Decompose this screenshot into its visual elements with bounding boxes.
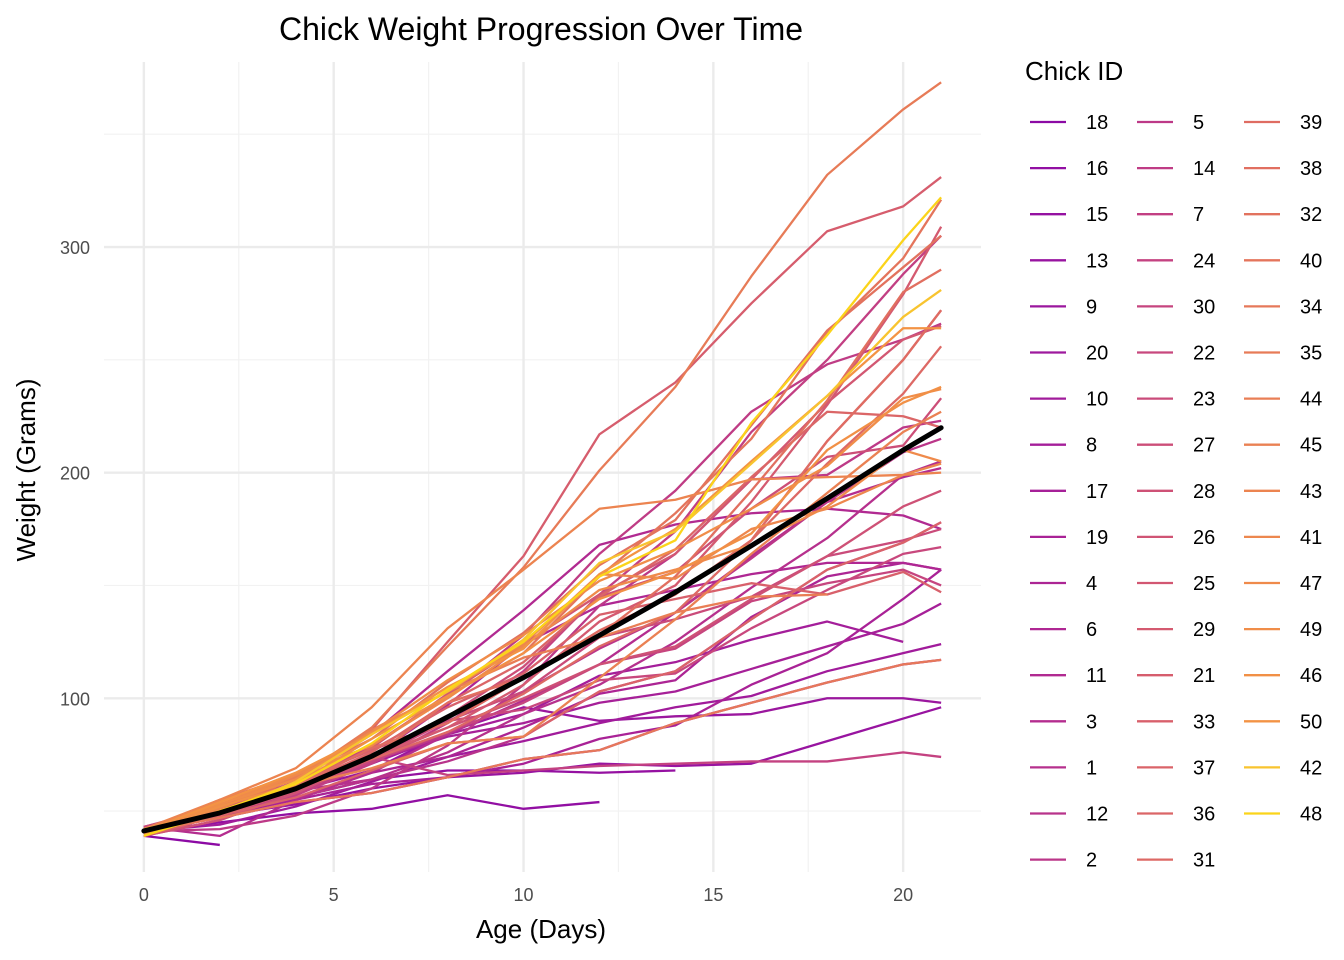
series-line-42 bbox=[143, 288, 942, 831]
legend-label-36: 36 bbox=[1193, 804, 1215, 826]
legend-label-37: 37 bbox=[1193, 757, 1215, 779]
legend-label-18: 18 bbox=[1086, 112, 1108, 134]
legend-label-32: 32 bbox=[1300, 204, 1322, 226]
legend-label-6: 6 bbox=[1086, 619, 1097, 641]
legend-label-26: 26 bbox=[1193, 527, 1215, 549]
legend-label-45: 45 bbox=[1300, 435, 1322, 457]
legend-label-24: 24 bbox=[1193, 250, 1215, 272]
legend-label-50: 50 bbox=[1300, 711, 1322, 733]
legend-label-10: 10 bbox=[1086, 389, 1108, 411]
series-line-16 bbox=[143, 794, 600, 833]
series-line-39 bbox=[143, 309, 943, 831]
legend-title: Chick ID bbox=[1025, 56, 1123, 86]
series-line-43 bbox=[143, 471, 942, 831]
legend-label-5: 5 bbox=[1193, 112, 1204, 134]
legend-label-43: 43 bbox=[1300, 481, 1322, 503]
legend-label-31: 31 bbox=[1193, 850, 1215, 872]
legend-label-46: 46 bbox=[1300, 665, 1322, 687]
legend-label-19: 19 bbox=[1086, 527, 1108, 549]
y-tick-label: 200 bbox=[60, 464, 90, 484]
x-tick-label: 20 bbox=[893, 885, 913, 905]
series-line-34 bbox=[143, 658, 942, 833]
series-line-38 bbox=[143, 268, 942, 833]
legend-label-23: 23 bbox=[1193, 389, 1215, 411]
legend-label-27: 27 bbox=[1193, 435, 1215, 457]
series-line-48 bbox=[143, 196, 942, 837]
x-axis-title: Age (Days) bbox=[476, 914, 606, 944]
mean-trend-line bbox=[141, 425, 944, 834]
series-line-50 bbox=[143, 327, 942, 833]
series-line-18 bbox=[143, 834, 220, 847]
legend-label-33: 33 bbox=[1193, 711, 1215, 733]
legend-label-44: 44 bbox=[1300, 389, 1322, 411]
legend-label-7: 7 bbox=[1193, 204, 1204, 226]
x-tick-label: 15 bbox=[703, 885, 723, 905]
mean-line-group bbox=[141, 425, 944, 834]
legend-label-42: 42 bbox=[1300, 757, 1322, 779]
legend-label-8: 8 bbox=[1086, 435, 1097, 457]
y-tick-label: 100 bbox=[60, 689, 90, 709]
legend-label-48: 48 bbox=[1300, 804, 1322, 826]
legend-label-15: 15 bbox=[1086, 204, 1108, 226]
legend-label-28: 28 bbox=[1193, 481, 1215, 503]
axis-ticks: 0 5 10 15 20 100 200 300 bbox=[60, 238, 913, 905]
chart-title: Chick Weight Progression Over Time bbox=[279, 11, 803, 47]
legend-label-47: 47 bbox=[1300, 573, 1322, 595]
y-axis-title: Weight (Grams) bbox=[11, 379, 41, 562]
legend-label-34: 34 bbox=[1300, 296, 1322, 318]
legend-label-16: 16 bbox=[1086, 158, 1108, 180]
legend-label-22: 22 bbox=[1193, 343, 1215, 365]
legend-label-1: 1 bbox=[1086, 757, 1097, 779]
series-line-26 bbox=[143, 309, 943, 831]
x-tick-label: 10 bbox=[514, 885, 534, 905]
legend-label-39: 39 bbox=[1300, 112, 1322, 134]
legend-label-25: 25 bbox=[1193, 573, 1215, 595]
legend-label-9: 9 bbox=[1086, 296, 1097, 318]
series-line-29 bbox=[143, 226, 943, 838]
legend-label-49: 49 bbox=[1300, 619, 1322, 641]
legend-label-4: 4 bbox=[1086, 573, 1097, 595]
series-line-19 bbox=[143, 568, 942, 829]
legend-label-41: 41 bbox=[1300, 527, 1322, 549]
legend-label-3: 3 bbox=[1086, 711, 1097, 733]
legend-label-29: 29 bbox=[1193, 619, 1215, 641]
legend-label-30: 30 bbox=[1193, 296, 1215, 318]
legend-label-38: 38 bbox=[1300, 158, 1322, 180]
legend-label-14: 14 bbox=[1193, 158, 1215, 180]
grid bbox=[104, 62, 981, 872]
legend-label-2: 2 bbox=[1086, 850, 1097, 872]
series-line-46 bbox=[143, 385, 942, 835]
legend-label-20: 20 bbox=[1086, 343, 1108, 365]
legend-label-12: 12 bbox=[1086, 804, 1108, 826]
legend-label-40: 40 bbox=[1300, 250, 1322, 272]
legend-label-35: 35 bbox=[1300, 343, 1322, 365]
legend-label-21: 21 bbox=[1193, 665, 1215, 687]
x-tick-label: 0 bbox=[139, 885, 149, 905]
y-tick-label: 300 bbox=[60, 238, 90, 258]
series-line-28 bbox=[143, 489, 942, 838]
series-lines bbox=[143, 81, 943, 847]
legend: 1816151392010817194611311225147243022232… bbox=[1030, 112, 1322, 872]
series-line-37 bbox=[143, 521, 942, 833]
series-line-10 bbox=[143, 642, 942, 833]
series-line-47 bbox=[143, 448, 942, 833]
legend-label-17: 17 bbox=[1086, 481, 1108, 503]
legend-label-11: 11 bbox=[1086, 665, 1107, 687]
legend-label-13: 13 bbox=[1086, 250, 1108, 272]
x-tick-label: 5 bbox=[329, 885, 339, 905]
